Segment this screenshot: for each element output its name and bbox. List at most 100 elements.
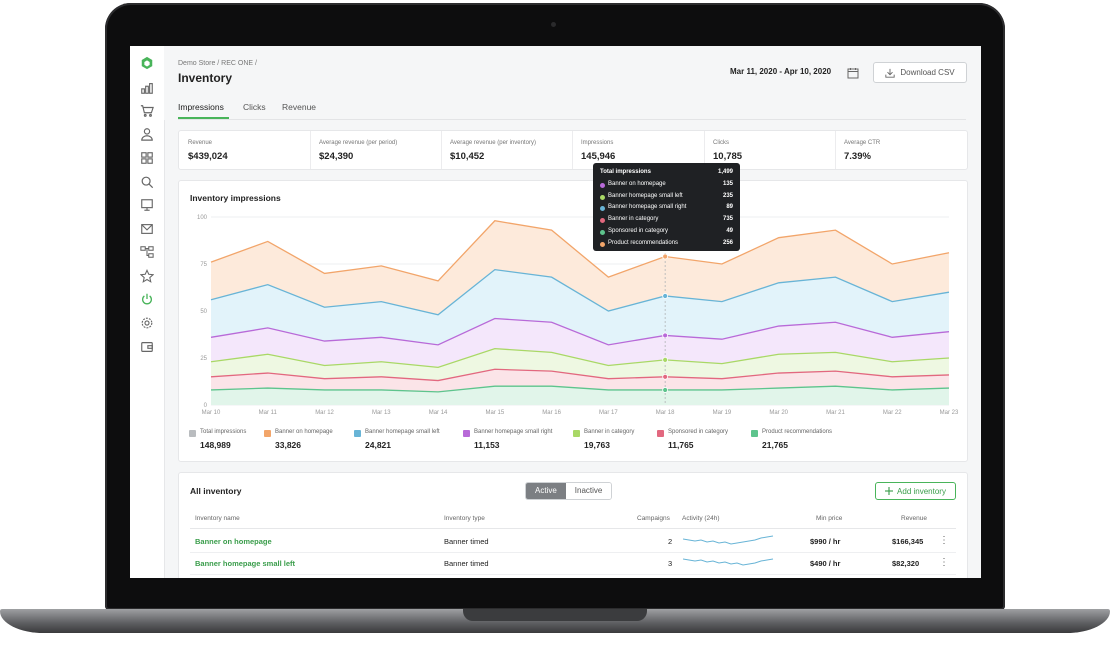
stat-impressions: Impressions 145,946 [572,131,705,169]
col-min-price[interactable]: Min price [816,515,843,522]
col-campaigns[interactable]: Campaigns [637,515,670,522]
x-tick-label: Mar 11 [259,410,278,416]
tooltip-value: 735 [722,216,733,223]
tooltip-label: Banner homepage small right [608,204,687,211]
inventory-name-link[interactable]: Banner on homepage [195,537,272,546]
tab-impressions[interactable]: Impressions [178,102,224,112]
hover-point [662,387,669,393]
mail-icon[interactable] [139,221,155,237]
x-tick-label: Mar 19 [713,410,732,416]
tooltip-dot [600,218,605,224]
tooltip-value: 49 [726,228,733,234]
tooltip-dot [600,182,605,188]
wallet-icon[interactable] [139,339,155,355]
x-tick-label: Mar 14 [429,410,448,416]
y-tick-label: 0 [204,403,208,409]
stat-avg-revenue-inventory: Average revenue (per inventory) $10,452 [441,131,573,169]
legend-checkbox[interactable] [463,430,470,437]
hover-point [662,373,669,380]
series-line [210,368,950,382]
monitor-icon[interactable] [139,197,155,213]
settings-icon[interactable] [139,315,155,331]
stat-value: 10,785 [713,151,743,162]
stat-label: Revenue [188,140,213,146]
legend-checkbox[interactable] [657,430,664,437]
stat-label: Average revenue (per inventory) [450,140,536,146]
x-tick-label: Mar 23 [940,410,959,416]
plus-icon [885,487,894,495]
legend-label: Sponsored in category [668,429,729,435]
series-line [210,268,950,316]
inventory-name-link[interactable]: Banner homepage small left [195,559,296,568]
tooltip-row: Product recommendations 256 [600,240,733,250]
page-title: Inventory [178,71,233,85]
tooltip-value: 235 [722,192,733,199]
legend-checkbox[interactable] [354,430,361,437]
legend-label: Banner in category [584,429,635,435]
col-inventory-name[interactable]: Inventory name [195,515,240,522]
tooltip-row: Sponsored in category 49 [600,228,733,238]
hover-point [662,293,669,299]
stat-value: 7.39% [844,151,871,162]
cart-icon[interactable] [139,103,155,119]
stat-avg-revenue-period: Average revenue (per period) $24,390 [310,131,442,169]
legend-value: 24,821 [365,440,391,450]
grid-icon[interactable] [139,150,155,166]
hover-point [662,332,669,339]
legend-checkbox[interactable] [751,430,758,437]
tooltip-row: Banner in category 735 [600,216,733,226]
col-revenue[interactable]: Revenue [901,515,928,522]
table-header-divider [190,528,956,529]
x-tick-label: Mar 10 [202,410,221,416]
download-csv-label: Download CSV [900,68,955,77]
inactive-toggle-button[interactable]: Inactive [565,483,612,499]
tooltip-dot [600,206,605,212]
hover-point [662,356,669,363]
stat-value: $10,452 [450,151,485,162]
legend-label: Product recommendations [762,429,833,435]
legend-checkbox[interactable] [573,430,580,437]
y-tick-label: 75 [200,262,207,268]
stat-value: 145,946 [581,151,616,162]
breadcrumb[interactable]: Demo Store / REC ONE / [178,60,257,67]
download-csv-button[interactable]: Download CSV [873,62,967,83]
tab-clicks[interactable]: Clicks [243,102,266,112]
star-icon[interactable] [139,268,155,284]
tab-divider [178,119,966,120]
stat-avg-ctr: Average CTR 7.39% [835,131,966,169]
inventory-card: All inventory Active Inactive Add invent… [178,472,968,578]
inventory-title: All inventory [190,486,242,496]
date-range[interactable]: Mar 11, 2020 - Apr 10, 2020 [730,67,832,76]
laptop-notch [463,609,647,621]
analytics-icon[interactable] [139,80,155,96]
add-inventory-button[interactable]: Add inventory [875,482,956,500]
tooltip-dot [600,194,605,200]
logo-icon[interactable] [139,55,155,71]
active-toggle: Active Inactive [525,482,613,500]
stat-label: Average CTR [844,140,881,146]
calendar-icon[interactable] [847,66,859,79]
tooltip-value: 135 [722,180,733,187]
col-activity[interactable]: Activity (24h) [682,515,720,522]
min-price: $990 / hr [810,537,841,546]
col-inventory-type[interactable]: Inventory type [444,515,485,522]
chart-legend: Total impressions 148,989 Banner on homepa… [189,429,959,459]
legend-value: 11,153 [474,440,500,450]
series-line [210,317,950,346]
activity-sparkline [683,535,774,545]
stat-value: $439,024 [188,151,228,162]
impressions-chart[interactable]: 0 25 50 75 100 Mar 10 Mar 11 Mar 12 Mar 13 Mar 14… [179,207,967,419]
table-row[interactable]: Banner on homepage Banner timed 2 $990 /… [190,530,956,553]
search-icon[interactable] [139,174,155,190]
flow-icon[interactable] [139,244,155,260]
more-options-icon[interactable]: ⋮ [939,557,949,568]
user-icon[interactable] [139,126,155,142]
table-row[interactable]: Banner homepage small left Banner timed … [190,552,956,575]
tab-revenue[interactable]: Revenue [282,102,317,112]
power-icon[interactable] [139,291,155,307]
legend-checkbox[interactable] [264,430,271,437]
legend-checkbox[interactable] [189,430,196,437]
more-options-icon[interactable]: ⋮ [939,535,949,546]
legend-label: Banner homepage small left [365,429,440,435]
active-toggle-button[interactable]: Active [526,483,566,499]
